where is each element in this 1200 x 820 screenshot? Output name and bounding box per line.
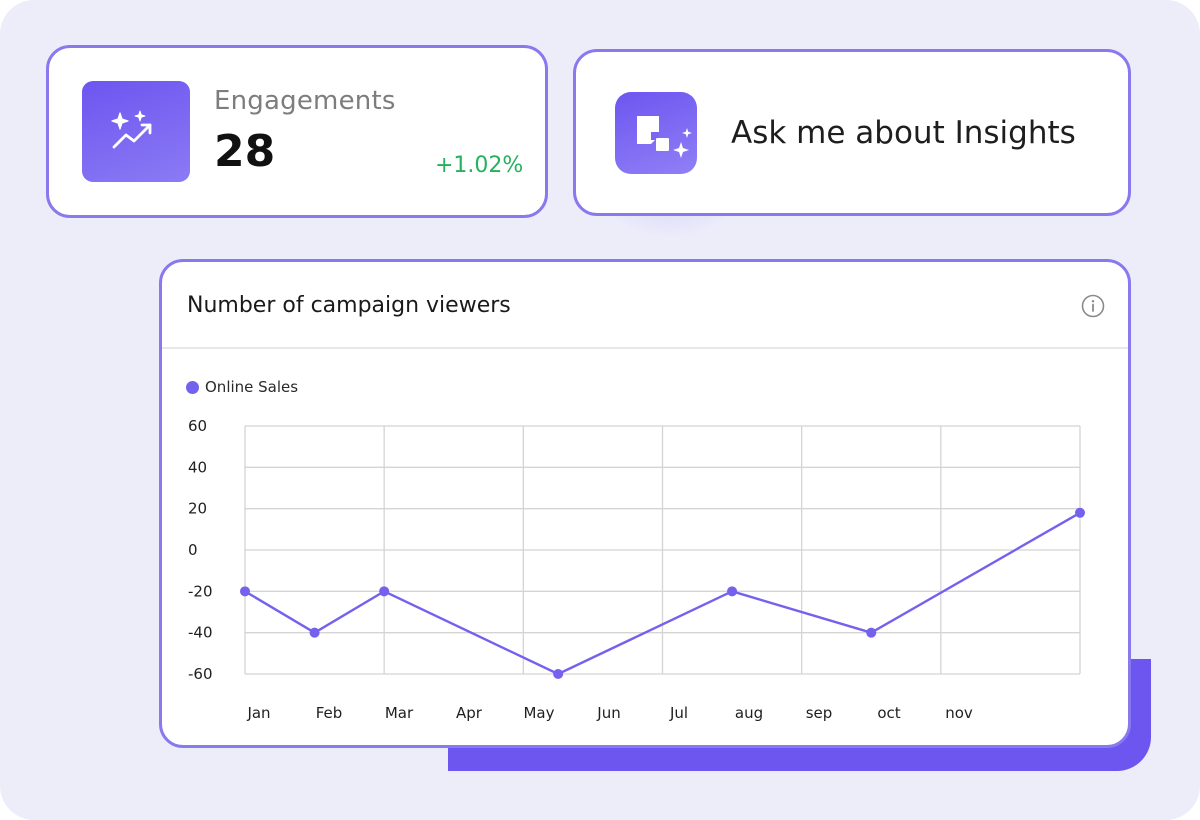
ai-assistant-icon bbox=[615, 92, 697, 174]
x-tick-label: Mar bbox=[385, 704, 414, 722]
x-tick-label: May bbox=[523, 704, 554, 722]
x-tick-label: Jun bbox=[596, 704, 620, 722]
campaign-viewers-card: Number of campaign viewers Online Sales … bbox=[159, 259, 1131, 748]
ask-insights-button[interactable]: Ask me about Insights bbox=[573, 49, 1131, 216]
x-tick-label: sep bbox=[806, 704, 833, 722]
chart-divider bbox=[162, 347, 1128, 349]
legend-marker-online-sales bbox=[186, 380, 199, 394]
x-tick-label: aug bbox=[735, 704, 763, 722]
sparkle-trend-icon bbox=[82, 81, 190, 182]
y-tick-label: 40 bbox=[188, 458, 207, 476]
y-tick-label: -20 bbox=[188, 582, 213, 600]
x-tick-label: Feb bbox=[316, 704, 343, 722]
x-tick-label: nov bbox=[945, 704, 973, 722]
data-point bbox=[309, 627, 320, 638]
x-tick-label: Jul bbox=[669, 704, 688, 722]
data-point bbox=[553, 669, 564, 679]
y-tick-label: -60 bbox=[188, 665, 213, 683]
data-point bbox=[379, 586, 390, 597]
x-tick-label: oct bbox=[877, 704, 900, 722]
engagements-card: Engagements 28 +1.02% bbox=[46, 45, 548, 218]
y-tick-label: 20 bbox=[188, 500, 207, 518]
info-icon[interactable] bbox=[1081, 294, 1105, 318]
engagements-change: +1.02% bbox=[435, 153, 524, 178]
x-tick-label: Jan bbox=[246, 704, 270, 722]
engagements-label: Engagements bbox=[214, 86, 396, 116]
legend-label-online-sales: Online Sales bbox=[205, 378, 299, 396]
chart-title: Number of campaign viewers bbox=[187, 293, 511, 318]
data-point bbox=[1075, 507, 1085, 518]
y-tick-label: 0 bbox=[188, 541, 198, 559]
data-point bbox=[240, 586, 250, 597]
x-tick-label: Apr bbox=[456, 704, 483, 722]
data-point bbox=[727, 586, 738, 597]
y-tick-label: 60 bbox=[188, 417, 207, 435]
ask-insights-label: Ask me about Insights bbox=[731, 115, 1076, 151]
engagements-value: 28 bbox=[214, 126, 276, 177]
data-point bbox=[866, 627, 877, 638]
y-tick-label: -40 bbox=[188, 624, 213, 642]
chart-legend: Online Sales bbox=[186, 378, 298, 396]
line-chart: 60 40 20 0 -20 -40 -60 Jan Feb Mar Apr May Jun Jul aug… bbox=[188, 417, 1085, 722]
